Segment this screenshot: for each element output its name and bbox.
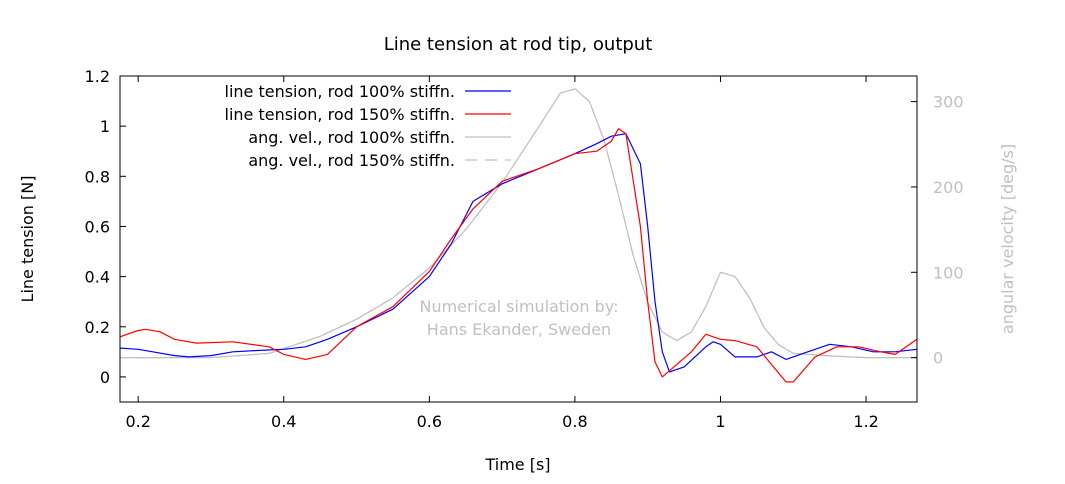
annotation-line-2: Hans Ekander, Sweden <box>427 320 611 339</box>
y2-tick-label: 0 <box>933 349 943 368</box>
series-layer <box>119 88 918 383</box>
x-tick-label: 1.2 <box>853 412 878 431</box>
y-tick-label: 0.8 <box>85 167 110 186</box>
y-tick-label: 0.4 <box>85 268 110 287</box>
y-axis-right: 0 100 200 300 <box>911 93 964 368</box>
x-tick-label: 1 <box>715 412 725 431</box>
series-line-4 <box>120 88 917 359</box>
y-tick-label: 1 <box>100 117 110 136</box>
x-tick-label: 0.4 <box>271 412 296 431</box>
x-tick-label: 0.6 <box>417 412 442 431</box>
legend-label: ang. vel., rod 150% stiffn. <box>248 151 455 170</box>
plot-frame <box>119 75 918 403</box>
legend-label: line tension, rod 100% stiffn. <box>225 82 456 101</box>
y2-tick-label: 200 <box>933 178 964 197</box>
x-tick-label: 0.2 <box>125 412 150 431</box>
y-tick-label: 0.6 <box>85 217 110 236</box>
legend-label: line tension, rod 150% stiffn. <box>225 105 456 124</box>
y2-tick-label: 300 <box>933 93 964 112</box>
x-axis: 0.2 0.4 0.6 0.8 1 1.2 <box>125 76 879 431</box>
legend: line tension, rod 100% stiffn. line tensi… <box>225 82 511 170</box>
y-tick-label: 0 <box>100 368 110 387</box>
chart-title: Line tension at rod tip, output <box>384 34 653 55</box>
y-axis-label: Line tension [N] <box>18 176 37 303</box>
annotation-line-1: Numerical simulation by: <box>419 297 618 316</box>
series-line-3 <box>120 88 917 359</box>
series-line-2 <box>119 128 918 383</box>
y-tick-label: 1.2 <box>85 67 110 86</box>
y2-tick-label: 100 <box>933 263 964 282</box>
legend-label: ang. vel., rod 100% stiffn. <box>248 128 455 147</box>
y2-axis-label: angular velocity [deg/s] <box>998 144 1017 334</box>
y-tick-label: 0.2 <box>85 318 110 337</box>
x-tick-label: 0.8 <box>562 412 587 431</box>
x-axis-label: Time [s] <box>484 455 550 474</box>
y-axis-left: 0 0.2 0.4 0.6 0.8 1 1.2 <box>85 67 126 387</box>
series-line-1 <box>119 133 918 373</box>
